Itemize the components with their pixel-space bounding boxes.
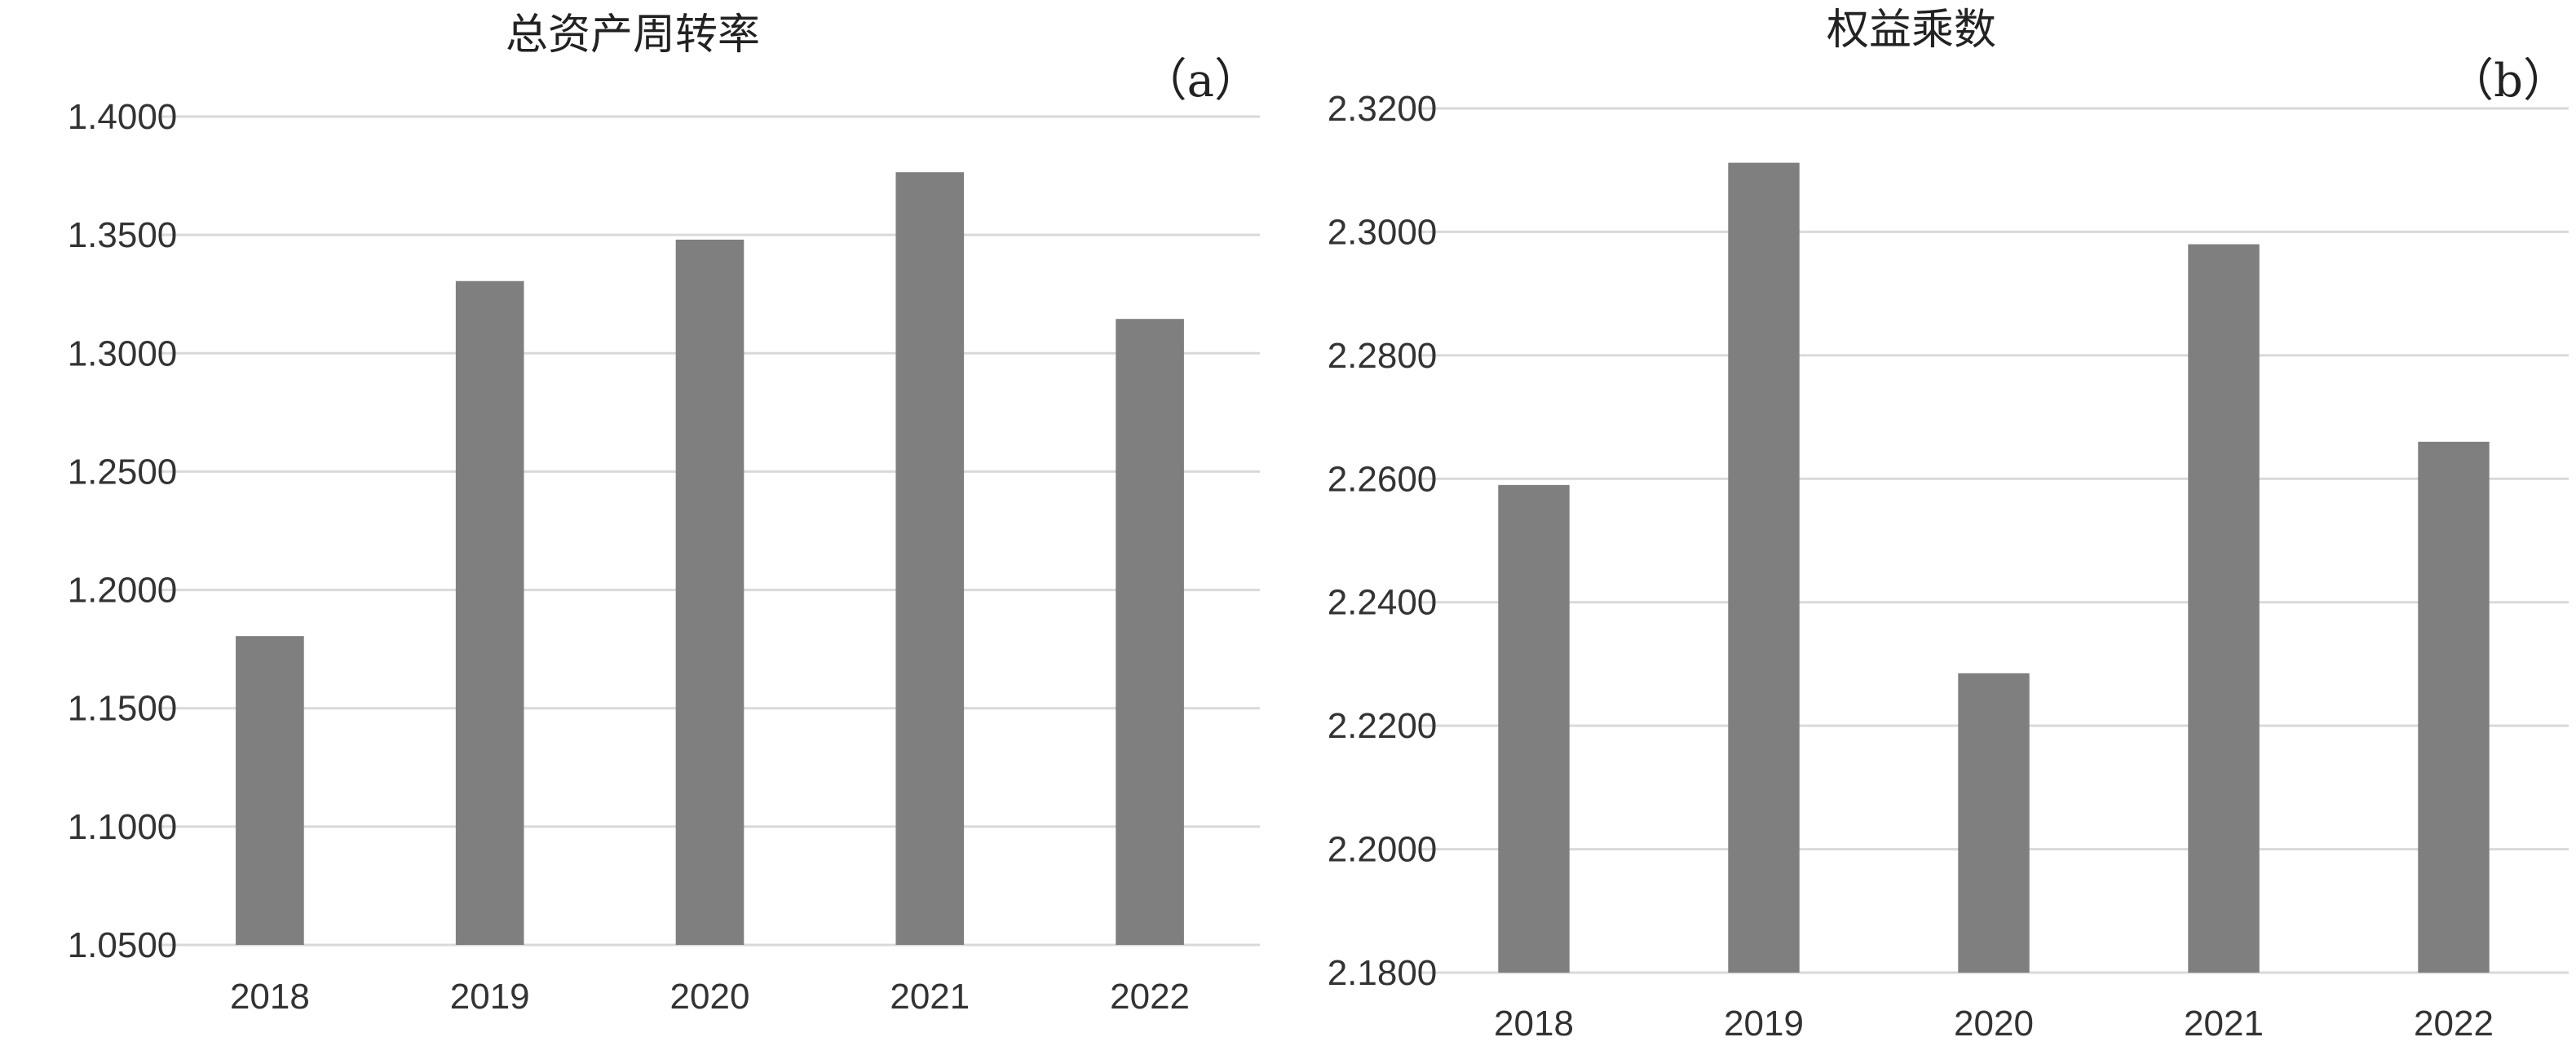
x-tick-label: 2018 xyxy=(230,977,310,1017)
x-tick-label: 2019 xyxy=(1724,1004,1804,1044)
y-tick-label: 2.3000 xyxy=(1328,212,1438,252)
y-tick-label: 2.2200 xyxy=(1328,706,1438,746)
bar-2021 xyxy=(2188,244,2260,973)
chart-panel-a: 总资产周转率 （a） 1.0500 1.1000 1.1500 1.2000 1.250… xyxy=(68,11,1260,1017)
y-tick-label: 2.2400 xyxy=(1328,583,1438,623)
x-tick-label: 2021 xyxy=(2184,1004,2264,1044)
x-tick-label: 2022 xyxy=(1110,977,1190,1017)
y-tick-label: 1.2500 xyxy=(68,452,178,492)
y-tick-label: 1.3000 xyxy=(68,333,178,373)
y-tick-label: 1.2000 xyxy=(68,571,178,611)
bar-2020 xyxy=(675,239,745,945)
bar-2018 xyxy=(1498,484,1570,973)
bar-2019 xyxy=(1728,162,1800,973)
panel-label: （a） xyxy=(1142,55,1260,108)
chart-title: 权益乘数 xyxy=(1827,6,1996,55)
x-tick-label: 2018 xyxy=(1494,1004,1574,1044)
y-tick-label: 1.1000 xyxy=(68,807,178,847)
x-tick-label: 2020 xyxy=(670,977,750,1017)
bar-2022 xyxy=(1116,319,1184,945)
y-tick-label: 1.0500 xyxy=(68,925,178,965)
x-tick-label: 2021 xyxy=(890,977,970,1017)
x-tick-label: 2022 xyxy=(2414,1004,2494,1044)
x-tick-label: 2019 xyxy=(450,977,530,1017)
y-tick-label: 1.1500 xyxy=(68,689,178,729)
y-tick-label: 2.2600 xyxy=(1328,459,1438,499)
panel-label: （b） xyxy=(2448,55,2569,108)
bar-2022 xyxy=(2418,441,2490,973)
y-tick-label: 2.2800 xyxy=(1328,336,1438,376)
x-tick-label: 2020 xyxy=(1954,1004,2034,1044)
y-tick-label: 2.2000 xyxy=(1328,830,1438,870)
y-tick-label: 2.3200 xyxy=(1328,89,1438,129)
y-tick-label: 2.1800 xyxy=(1328,953,1438,993)
chart-panel-b: 权益乘数 （b） 2.1800 2.2000 2.2200 2.2400 2.2600 2… xyxy=(1328,6,2569,1044)
bar-2019 xyxy=(455,280,524,946)
bar-2018 xyxy=(236,636,304,945)
y-tick-label: 1.4000 xyxy=(68,97,178,137)
chart-title: 总资产周转率 xyxy=(506,11,760,60)
bar-2020 xyxy=(1958,673,2030,973)
y-tick-label: 1.3500 xyxy=(68,215,178,255)
bar-2021 xyxy=(895,172,965,945)
